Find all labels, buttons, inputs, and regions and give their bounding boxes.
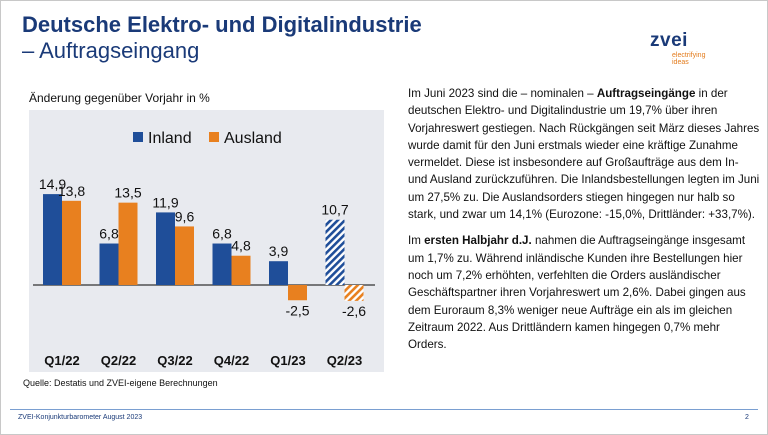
- value-label-ausland-Q1-22: 13,8: [58, 183, 85, 199]
- footer-divider: [10, 409, 758, 410]
- legend-label-inland: Inland: [148, 130, 192, 147]
- bar-ausland-Q1-23: [288, 285, 307, 301]
- bar-chart: Inland Ausland 14,913,8 Q1/22 6,8 13,5 Q2/22…: [33, 130, 375, 368]
- bar-ausland-Q3-22: [175, 226, 194, 285]
- x-tick-label: Q3/22: [157, 353, 192, 368]
- bar-inland-Q1-22: [43, 194, 62, 285]
- chart-background: [29, 110, 384, 372]
- value-label-inland-Q4-22: 6,8: [212, 226, 232, 242]
- body-text: in der deutschen Elektro- und Digitalind…: [408, 87, 760, 222]
- highlight-text: Auftragseingänge: [596, 87, 696, 100]
- commentary-text: Im Juni 2023 sind die – nominalen – Auft…: [408, 85, 760, 362]
- x-tick-label: Q4/22: [214, 353, 249, 368]
- bar-ausland-Q4-22: [231, 255, 251, 285]
- source-note: Quelle: Destatis und ZVEI-eigene Berechn…: [23, 378, 218, 388]
- footer-label: ZVEI-Konjunkturbarometer August 2023: [18, 414, 143, 421]
- bar-ausland-Q1-22: [62, 200, 81, 285]
- slide-title: Deutsche Elektro- und Digitalindustrie: [22, 12, 422, 37]
- value-label-ausland-Q4-22: 4,8: [231, 238, 251, 254]
- x-tick-label: Q1/22: [44, 353, 79, 368]
- slide-subtitle: – Auftragseingang: [22, 38, 200, 63]
- bar-inland-Q3-22: [156, 212, 175, 285]
- legend-label-ausland: Ausland: [224, 130, 282, 147]
- value-label-inland-Q1-23: 3,9: [269, 243, 289, 259]
- paragraph-first-half: Im ersten Halbjahr d.J. nahmen die Auftr…: [408, 232, 760, 353]
- chart-legend: Inland Ausland: [133, 130, 282, 147]
- chart-caption: Änderung gegenüber Vorjahr in %: [29, 91, 210, 105]
- bar-inland-Q1-23: [269, 261, 288, 285]
- page-number: 2: [745, 414, 749, 421]
- highlight-text: ersten Halbjahr d.J.: [424, 234, 532, 248]
- x-tick-label: Q2/22: [101, 353, 136, 368]
- value-label-inland-Q2-22: 6,8: [99, 226, 119, 242]
- zvei-logo: zvei electrifying ideas: [650, 30, 740, 66]
- value-label-ausland-Q1-23: -2,5: [285, 302, 309, 318]
- bar-inland-Q2-23: [325, 219, 345, 285]
- x-tick-label: Q1/23: [270, 353, 305, 368]
- legend-swatch-ausland: [209, 132, 219, 142]
- body-text: nahmen die Auftragseingänge insgesamt um…: [408, 234, 746, 352]
- body-text: Im: [408, 234, 425, 248]
- logo-tagline: electrifying ideas: [672, 52, 706, 66]
- bar-ausland-Q2-22: [118, 202, 138, 285]
- value-label-inland-Q2-23: 10,7: [321, 202, 348, 218]
- value-label-inland-Q3-22: 11,9: [152, 194, 178, 210]
- bar-inland-Q2-22: [99, 243, 119, 285]
- x-tick-label: Q2/23: [327, 353, 362, 368]
- logo-wordmark: zvei: [650, 30, 688, 51]
- value-label-inland-Q1-22: 14,9: [39, 176, 66, 192]
- legend-swatch-inland: [133, 132, 143, 142]
- bar-inland-Q4-22: [212, 243, 232, 285]
- paragraph-june: Im Juni 2023 sind die – nominalen – Auft…: [408, 85, 760, 223]
- value-label-ausland-Q3-22: 9,6: [175, 208, 195, 224]
- bar-ausland-Q2-23: [344, 285, 364, 301]
- value-label-ausland-Q2-23: -2,6: [342, 303, 366, 319]
- value-label-ausland-Q2-22: 13,5: [114, 185, 141, 201]
- body-text: Im Juni 2023 sind die – nominalen –: [408, 87, 597, 100]
